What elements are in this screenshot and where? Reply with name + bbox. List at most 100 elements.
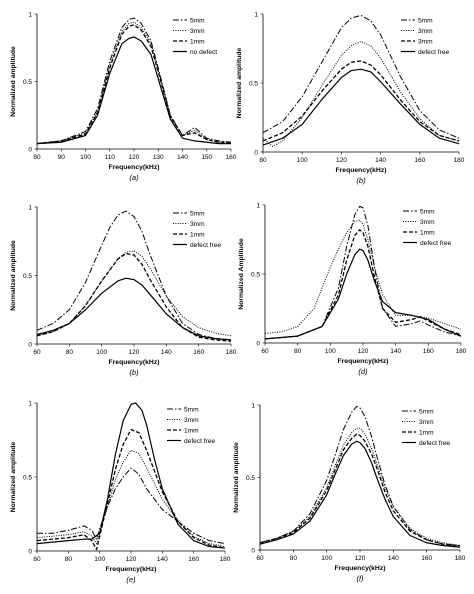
series-line-2 <box>36 250 232 337</box>
series-line-4 <box>36 36 231 145</box>
x-axis-label: Frequency(kHz) <box>109 359 160 366</box>
legend-label-3: 1mm <box>190 38 205 45</box>
panel-caption: (a) <box>129 173 139 182</box>
y-tick-label: 0 <box>251 547 255 554</box>
x-axis-label: Frequency(kHz) <box>109 164 160 171</box>
series-line-1 <box>264 205 462 340</box>
y-tick-label: 1 <box>28 11 32 18</box>
x-tick-label: 180 <box>454 157 465 164</box>
x-axis-label: Frequency(kHz) <box>335 565 386 572</box>
panel-caption: (e) <box>126 575 136 584</box>
y-axis-label: Normalized amplitude <box>10 441 17 512</box>
x-tick-label: 140 <box>375 157 386 164</box>
series-line-4 <box>262 68 460 146</box>
series-line-3 <box>259 433 461 547</box>
series-line-2 <box>36 21 231 145</box>
legend-label-1: 5mm <box>420 208 435 215</box>
legend-label-4: defect free <box>419 440 450 447</box>
series-line-2 <box>259 427 461 547</box>
x-tick-label: 100 <box>321 555 332 562</box>
x-tick-label: 160 <box>188 556 199 563</box>
series-line-2 <box>36 449 226 548</box>
series-line-1 <box>37 467 226 545</box>
legend-label-1: 5mm <box>190 210 205 217</box>
x-tick-label: 160 <box>421 555 432 562</box>
y-axis-label: Normalized amplitude <box>10 240 17 311</box>
x-tick-label: 130 <box>153 154 164 161</box>
y-axis-label: Normalized amplitude <box>10 46 17 117</box>
x-tick-label: 60 <box>261 348 269 355</box>
series-line-3 <box>36 252 232 342</box>
x-tick-label: 140 <box>161 349 172 356</box>
x-tick-label: 80 <box>294 348 302 355</box>
x-tick-label: 80 <box>65 556 73 563</box>
x-tick-label: 120 <box>129 349 140 356</box>
legend-label-1: 5mm <box>419 408 434 415</box>
legend-label-1: 5mm <box>418 17 433 24</box>
y-tick-label: 0 <box>28 146 32 153</box>
series-line-3 <box>262 60 460 142</box>
y-tick-label: 0.5 <box>23 474 32 481</box>
series-line-4 <box>36 277 232 341</box>
series-line-4 <box>259 440 461 548</box>
x-tick-label: 80 <box>33 154 41 161</box>
panel-caption: (b) <box>356 176 366 185</box>
y-tick-label: 1 <box>254 11 258 18</box>
x-tick-label: 100 <box>80 154 91 161</box>
legend-label-2: 3mm <box>420 219 435 226</box>
y-tick-label: 0 <box>256 340 260 347</box>
legend-label-4: no defect <box>190 49 217 56</box>
legend-label-3: 1mm <box>184 427 199 434</box>
y-tick-label: 0.5 <box>23 79 32 86</box>
y-tick-label: 1 <box>256 202 260 209</box>
x-tick-label: 60 <box>33 556 41 563</box>
legend-label-3: 1mm <box>419 429 434 436</box>
x-tick-label: 120 <box>355 555 366 562</box>
y-tick-label: 0.5 <box>249 80 258 87</box>
x-tick-label: 80 <box>259 157 267 164</box>
legend-label-1: 5mm <box>190 17 205 24</box>
x-tick-label: 140 <box>157 556 168 563</box>
legend-label-2: 3mm <box>419 419 434 426</box>
legend-label-2: 3mm <box>418 28 433 35</box>
x-tick-label: 180 <box>220 556 231 563</box>
x-tick-label: 100 <box>297 157 308 164</box>
x-tick-label: 180 <box>456 348 467 355</box>
x-tick-label: 150 <box>201 154 212 161</box>
x-tick-label: 120 <box>129 154 140 161</box>
x-tick-label: 140 <box>388 555 399 562</box>
legend-label-4: defect free <box>190 242 221 249</box>
x-tick-label: 110 <box>105 154 116 161</box>
x-tick-label: 160 <box>414 157 425 164</box>
chart-panel-2: 80 100 120 140 160 180 0 0.5 1 Frequency(kHz) Norm… <box>236 11 465 185</box>
legend-label-3: 1mm <box>420 229 435 236</box>
x-tick-label: 120 <box>336 157 347 164</box>
legend-label-2: 3mm <box>190 221 205 228</box>
legend-label-4: defect free <box>418 49 449 56</box>
y-tick-label: 0 <box>28 548 32 555</box>
series-line-3 <box>36 428 226 551</box>
panel-caption: (d) <box>358 367 368 376</box>
x-tick-label: 80 <box>290 555 298 562</box>
x-axis-label: Frequency(kHz) <box>336 167 387 174</box>
series-line-1 <box>36 210 232 341</box>
series-line-2 <box>262 41 460 147</box>
x-tick-label: 160 <box>226 154 237 161</box>
x-tick-label: 60 <box>33 349 41 356</box>
x-tick-label: 100 <box>94 556 105 563</box>
y-tick-label: 0 <box>254 149 258 156</box>
x-tick-label: 160 <box>193 349 204 356</box>
x-tick-label: 120 <box>126 556 137 563</box>
panel-caption: (f) <box>356 574 364 583</box>
series-line-4 <box>264 248 462 340</box>
x-axis-label: Frequency(kHz) <box>106 566 157 573</box>
x-tick-label: 140 <box>390 348 401 355</box>
x-tick-label: 120 <box>358 348 369 355</box>
chart-panel-3: 60 80 100 120 140 160 180 0 0.5 1 Frequency(kHz) No… <box>10 204 237 377</box>
y-tick-label: 0.5 <box>23 273 32 280</box>
legend-label-3: 1mm <box>190 231 205 238</box>
y-axis-label: Normalized Amplitude <box>238 238 245 310</box>
y-tick-label: 0.5 <box>251 271 260 278</box>
chart-panel-1: 80 90 100 110 120 130 140 150 160 0 0.5 1 Frequency(… <box>10 11 237 182</box>
